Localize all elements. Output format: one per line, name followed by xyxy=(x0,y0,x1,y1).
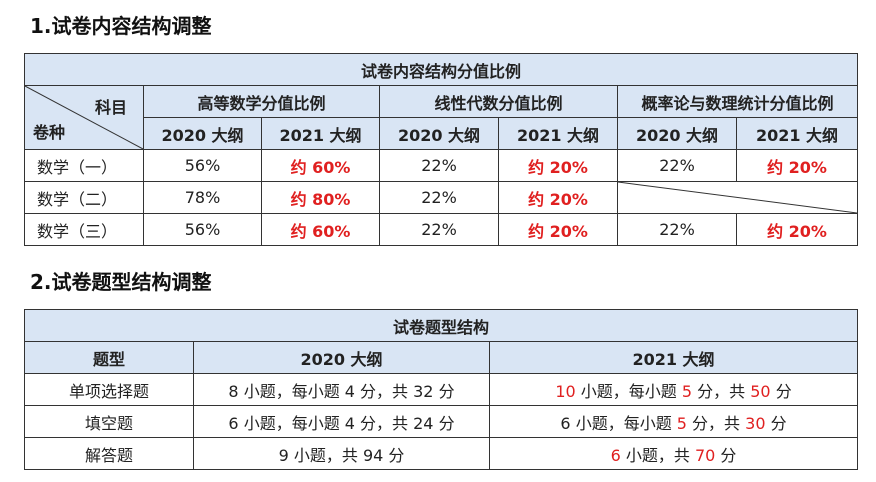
seg: 分 xyxy=(715,445,737,465)
table-row: 数学（三） 56% 约 60% 22% 约 20% 22% 约 20% xyxy=(24,213,859,246)
seg: 5 xyxy=(676,413,687,433)
cell-2020: 8 小题，每小题 4 分，共 32 分 xyxy=(193,373,490,406)
cell: 22% xyxy=(617,213,737,246)
seg: 5 xyxy=(681,381,693,401)
empty-cell xyxy=(616,181,859,214)
cell: 约 60% xyxy=(261,213,380,246)
cell: 22% xyxy=(617,149,737,182)
corner-header: 科目 卷种 xyxy=(24,85,144,150)
year-header: 2020 大纲 xyxy=(379,117,499,150)
table-row: 单项选择题 8 小题，每小题 4 分，共 32 分 10 小题，每小题 5 分，… xyxy=(24,373,859,406)
year-header: 2021 大纲 xyxy=(735,117,859,150)
year-header: 2021 大纲 xyxy=(261,117,380,150)
table-row: 数学（一） 56% 约 60% 22% 约 20% 22% 约 20% xyxy=(24,149,859,182)
column-header: 2021 大纲 xyxy=(488,341,859,374)
cell: 约 20% xyxy=(735,149,859,182)
question-type: 填空题 xyxy=(24,405,194,438)
group-header: 高等数学分值比例 xyxy=(143,85,380,118)
table-title: 试卷题型结构 xyxy=(23,309,859,342)
section1-heading: 1.试卷内容结构调整 xyxy=(30,14,212,38)
column-header: 题型 xyxy=(24,341,194,374)
row-label: 数学（二） xyxy=(24,181,144,214)
cell: 56% xyxy=(143,149,262,182)
section2-heading: 2.试卷题型结构调整 xyxy=(30,270,212,294)
column-header: 2020 大纲 xyxy=(193,341,490,374)
cell-2020: 9 小题，共 94 分 xyxy=(193,437,490,470)
question-type: 单项选择题 xyxy=(24,373,194,406)
table-title: 试卷内容结构分值比例 xyxy=(23,53,859,86)
corner-paper: 卷种 xyxy=(33,123,66,142)
group-header: 线性代数分值比例 xyxy=(379,85,618,118)
seg: 10 xyxy=(555,381,576,401)
seg: 小题，共 xyxy=(620,445,695,465)
question-type: 解答题 xyxy=(24,437,194,470)
seg: 分，共 xyxy=(686,413,746,433)
seg: 50 xyxy=(750,381,771,401)
table-row: 填空题 6 小题，每小题 4 分，共 24 分 6 小题，每小题 5 分，共 3… xyxy=(24,405,859,438)
year-header: 2020 大纲 xyxy=(617,117,737,150)
row-label: 数学（一） xyxy=(24,149,144,182)
seg: 分 xyxy=(765,413,787,433)
table-row: 数学（二） 78% 约 80% 22% 约 20% xyxy=(24,181,859,214)
cell: 22% xyxy=(379,149,499,182)
cell: 56% xyxy=(143,213,262,246)
cell: 约 80% xyxy=(261,181,380,214)
year-header: 2021 大纲 xyxy=(498,117,618,150)
cell-2021: 10 小题，每小题 5 分，共 50 分 xyxy=(488,373,859,406)
cell: 22% xyxy=(379,181,499,214)
seg: 30 xyxy=(745,413,766,433)
question-structure-table: 试卷题型结构 题型 2020 大纲 2021 大纲 单项选择题 8 小题，每小题… xyxy=(23,309,859,470)
cell: 约 20% xyxy=(498,149,618,182)
seg: 分 xyxy=(770,381,792,401)
corner-subject: 科目 xyxy=(94,98,127,117)
content-structure-table: 试卷内容结构分值比例 科目 卷种 高等数学分值比例 线性代数分值比例 概率论与数… xyxy=(23,53,859,246)
cell: 约 20% xyxy=(498,213,618,246)
seg: 6 小题，每小题 xyxy=(560,413,677,433)
cell-2021: 6 小题，每小题 5 分，共 30 分 xyxy=(488,405,859,438)
cell: 约 60% xyxy=(261,149,380,182)
cell: 约 20% xyxy=(735,213,859,246)
cell-2021: 6 小题，共 70 分 xyxy=(488,437,859,470)
diagonal-line xyxy=(25,86,143,149)
diagonal-line xyxy=(618,182,857,213)
seg: 小题，每小题 xyxy=(575,381,682,401)
cell: 78% xyxy=(143,181,262,214)
cell-2020: 6 小题，每小题 4 分，共 24 分 xyxy=(193,405,490,438)
seg: 6 xyxy=(610,445,621,465)
cell: 约 20% xyxy=(498,181,618,214)
group-header: 概率论与数理统计分值比例 xyxy=(616,85,859,118)
row-label: 数学（三） xyxy=(24,213,144,246)
table-row: 解答题 9 小题，共 94 分 6 小题，共 70 分 xyxy=(24,437,859,470)
cell: 22% xyxy=(379,213,499,246)
seg: 分，共 xyxy=(692,381,751,401)
seg: 70 xyxy=(694,445,716,465)
year-header: 2020 大纲 xyxy=(143,117,262,150)
